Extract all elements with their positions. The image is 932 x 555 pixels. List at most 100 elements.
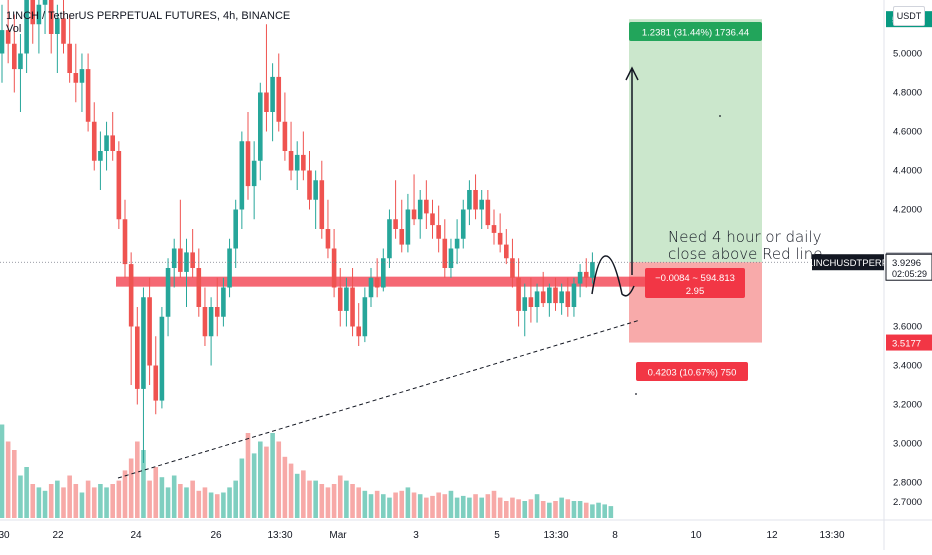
time-axis-tick: 5	[494, 530, 500, 541]
volume-bar	[5, 441, 11, 518]
candle-body	[171, 248, 177, 268]
volume-bar	[147, 480, 152, 518]
volume-bar	[442, 494, 448, 518]
volume-bar	[350, 484, 355, 518]
candle-body	[405, 209, 411, 245]
candle-body	[460, 209, 466, 239]
volume-bar	[374, 490, 380, 518]
volume-bar	[85, 480, 91, 518]
target-label-bg[interactable]	[629, 22, 762, 41]
price-axis-tick: 2.8000	[893, 478, 922, 489]
candle-body	[282, 121, 288, 151]
candle-body	[214, 307, 220, 317]
take-profit-zone[interactable]	[629, 19, 762, 263]
candle-body	[381, 258, 386, 288]
candle-body	[36, 4, 42, 25]
symbol-title: 1INCH / TetherUS PERPETUAL FUTURES, 4h, …	[6, 10, 291, 22]
candle-body	[374, 277, 380, 288]
volume-bar	[301, 470, 306, 518]
candle-body	[67, 43, 72, 73]
volume-bar	[48, 484, 54, 518]
volume-bar	[159, 477, 165, 518]
candle-body	[0, 30, 5, 54]
candle-body	[159, 316, 165, 401]
volume-bar	[116, 480, 122, 518]
volume-bar	[91, 487, 97, 518]
volume-bar	[411, 492, 417, 518]
candle-body	[504, 244, 509, 259]
candle-body	[399, 229, 405, 245]
candle-body	[356, 326, 361, 337]
candle-body	[178, 248, 183, 272]
volume-bar	[202, 487, 208, 518]
currency-button[interactable]: USDT	[893, 6, 925, 26]
candle-body	[264, 92, 269, 112]
candle-body	[128, 264, 134, 327]
volume-bar	[42, 490, 48, 518]
volume-bar	[553, 501, 558, 518]
projection-curve[interactable]	[591, 255, 635, 297]
volume-bar	[258, 441, 263, 518]
volume-bar	[571, 501, 577, 518]
volume-bar	[479, 497, 484, 518]
price-label: 3.5177	[892, 339, 921, 350]
symbol-tag: 1INCHUSDTPERP	[808, 258, 888, 269]
volume-bar	[448, 490, 454, 518]
chart-annotation-text[interactable]: Need 4 hour or daily close above Red lin…	[668, 228, 823, 263]
candle-body	[24, 0, 29, 54]
candle-body	[190, 252, 195, 268]
price-axis-tick: 4.2000	[893, 205, 922, 216]
last-price-badge-bg	[885, 253, 932, 281]
volume-bar	[24, 467, 29, 518]
volume-bar	[110, 484, 115, 518]
time-axis-tick: 8	[612, 530, 618, 541]
stop-label-bg[interactable]	[636, 362, 748, 381]
candle-body	[147, 297, 152, 366]
candle-body	[301, 154, 306, 171]
price-label-bg	[886, 334, 932, 351]
candle-body	[91, 121, 97, 161]
candle-body	[307, 170, 312, 200]
time-axis-tick: 3	[413, 530, 419, 541]
volume-bar	[362, 490, 368, 518]
volume-bar	[565, 499, 571, 518]
candle-body	[221, 287, 226, 317]
volume-bar	[485, 494, 491, 518]
volume-bar	[467, 497, 472, 518]
candle-body	[48, 0, 54, 34]
candle-body	[98, 151, 103, 161]
volume-bar	[528, 499, 534, 518]
volume-bar	[504, 501, 509, 518]
candle-body	[479, 199, 484, 210]
candle-body	[473, 190, 478, 210]
candle-body	[553, 287, 558, 304]
volume-bar	[251, 453, 257, 518]
candle-body	[331, 248, 337, 288]
volume-bar	[0, 424, 5, 518]
volume-bar	[270, 433, 275, 518]
candle-body	[245, 141, 251, 187]
volume-bar	[214, 494, 220, 518]
candle-body	[135, 326, 140, 389]
volume-indicator-label[interactable]: Vol	[6, 23, 22, 35]
volume-bar	[165, 487, 171, 518]
volume-bar	[325, 487, 331, 518]
candle-body	[590, 262, 595, 278]
candle-body	[73, 73, 79, 83]
volume-bar	[602, 504, 607, 518]
current-pl-label-bg[interactable]	[645, 268, 745, 298]
volume-bar	[497, 497, 503, 518]
volume-bar	[387, 497, 392, 518]
volume-bar	[534, 494, 540, 518]
candle-body	[18, 53, 23, 70]
price-axis-tick: 4.6000	[893, 127, 922, 138]
candle-body	[454, 238, 460, 249]
volume-bar	[596, 502, 601, 518]
volume-bar	[221, 492, 226, 518]
candle-body	[424, 199, 429, 214]
target-arrow-head[interactable]	[625, 66, 639, 81]
rising-trendline[interactable]	[117, 319, 641, 479]
time-axis-tick: 12	[766, 530, 778, 541]
